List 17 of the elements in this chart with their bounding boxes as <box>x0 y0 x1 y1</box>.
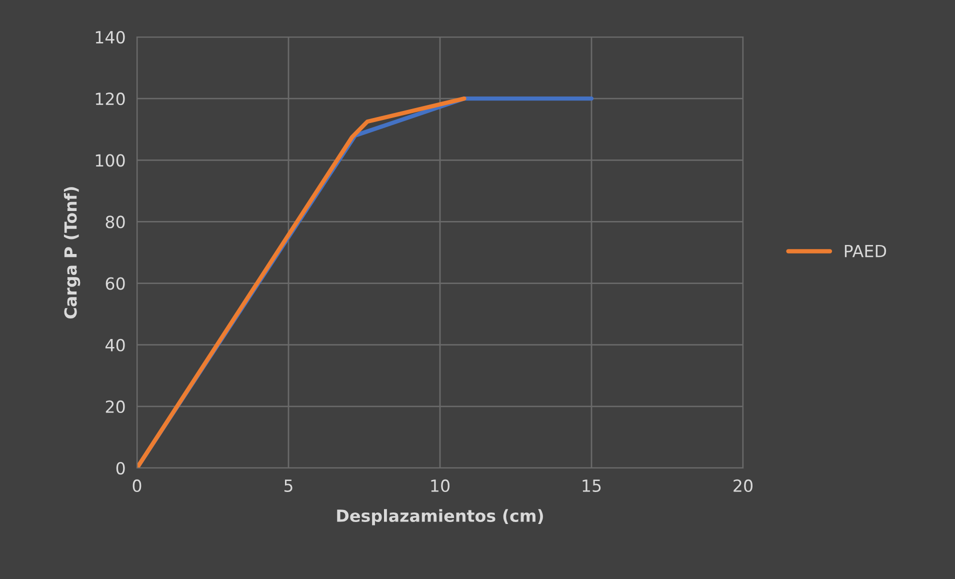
y-tick-label: 140 <box>96 30 125 44</box>
x-tick-label: 15 <box>582 480 601 492</box>
y-tick-label: 80 <box>106 216 125 228</box>
y-tick-label: 40 <box>105 338 125 352</box>
legend-label: PAED <box>844 244 886 258</box>
x-tick-label: 5 <box>284 480 292 492</box>
x-axis-title: Desplazamientos (cm) <box>337 509 543 526</box>
x-tick-label: 20 <box>734 479 752 492</box>
y-axis-title: Carga P (Tonf) <box>64 187 80 318</box>
y-tick-label: 120 <box>96 92 125 106</box>
y-tick-label: 60 <box>106 277 125 290</box>
line-series <box>137 96 466 468</box>
x-tick-label: 10 <box>431 479 450 492</box>
y-tick-label: 0 <box>116 462 125 475</box>
y-tick-label: 20 <box>106 400 125 413</box>
x-tick-label: 0 <box>132 479 142 492</box>
y-tick-label: 100 <box>96 154 125 167</box>
